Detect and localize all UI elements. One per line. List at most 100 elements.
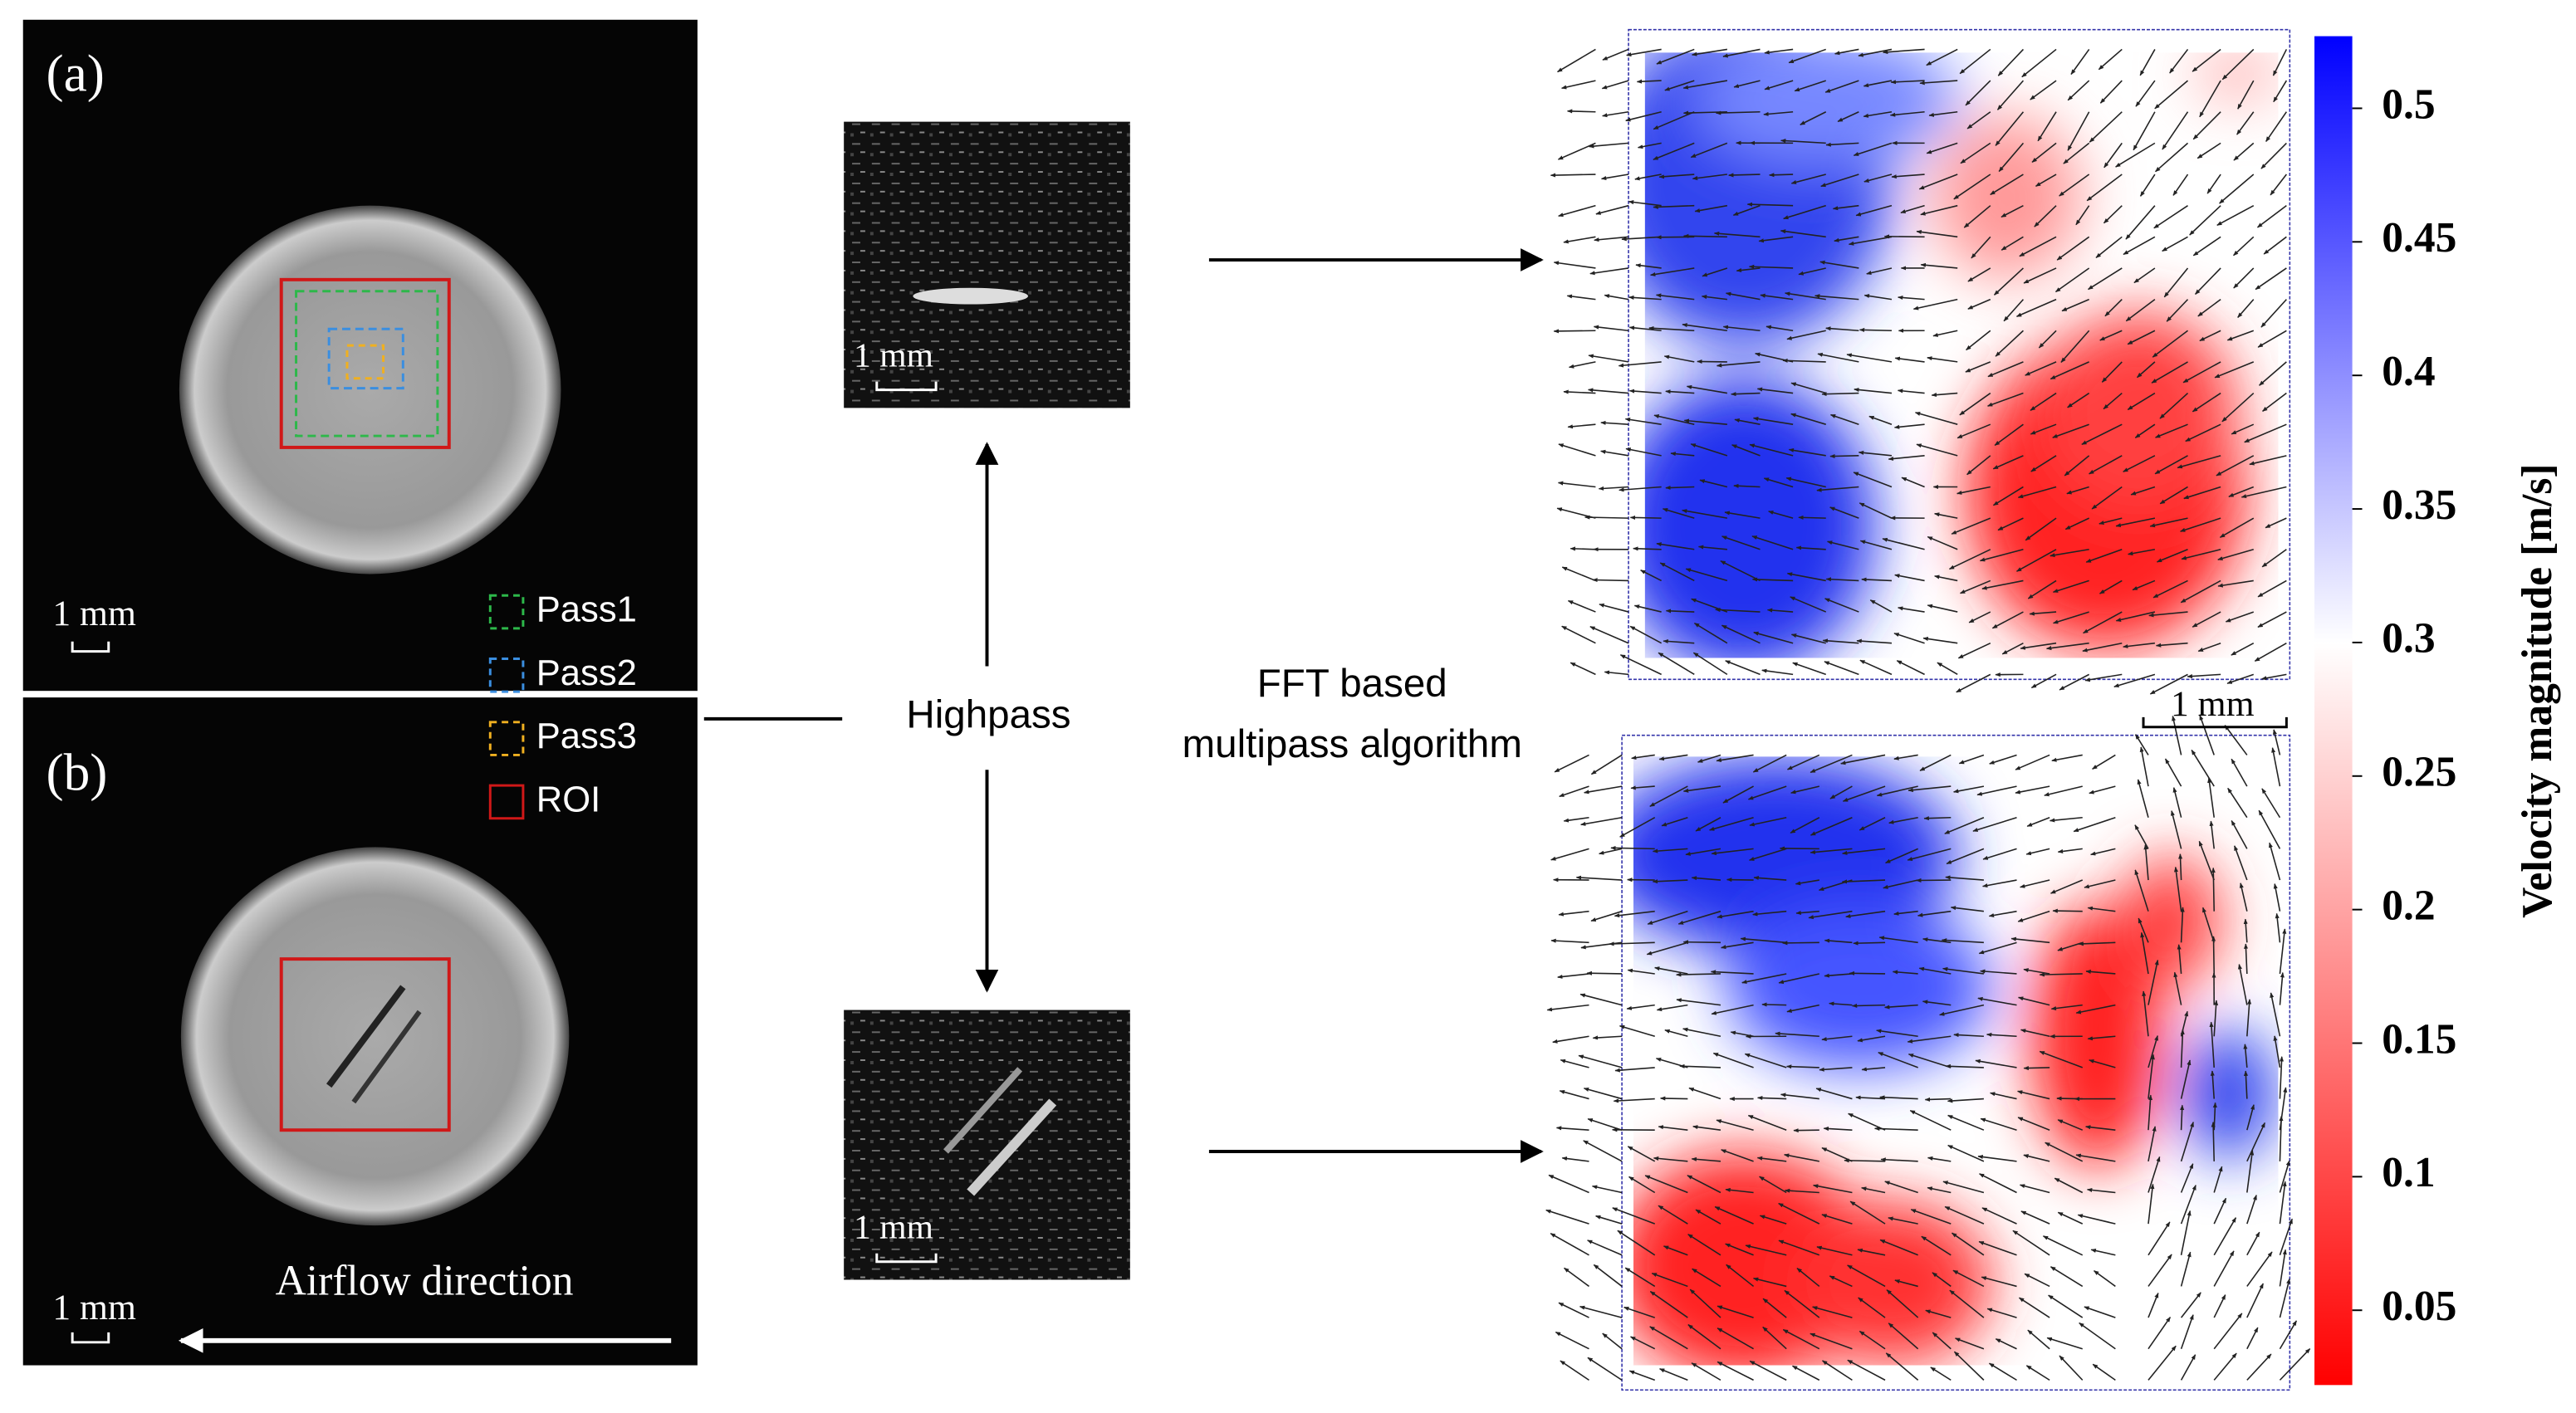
vector — [2199, 330, 2221, 342]
vector — [1885, 848, 1918, 864]
vector — [1920, 204, 1958, 216]
vector — [1847, 1264, 1886, 1288]
vector — [1890, 80, 1925, 85]
vector — [1956, 486, 1991, 495]
vector — [2056, 236, 2090, 261]
vector — [2038, 330, 2057, 349]
vector — [1966, 455, 1991, 476]
vector — [1931, 392, 1958, 398]
vector — [1842, 785, 1886, 802]
vector — [1812, 1306, 1853, 1318]
vector — [2279, 1218, 2293, 1256]
vector — [2155, 142, 2189, 173]
vector — [2243, 1070, 2249, 1099]
vector — [2177, 455, 2221, 469]
vector — [2134, 423, 2156, 438]
vector — [2064, 517, 2090, 530]
vector — [1972, 816, 2017, 832]
vector — [1941, 938, 1984, 944]
vector — [2244, 423, 2287, 443]
vector — [2018, 1297, 2050, 1318]
vector — [1545, 1209, 1589, 1225]
vector — [1761, 668, 1794, 676]
vector — [2156, 549, 2188, 563]
vector — [1851, 1003, 1886, 1009]
vector — [1821, 1214, 1853, 1225]
vector — [2085, 549, 2123, 563]
vector — [2019, 1184, 2050, 1194]
vector — [1624, 1267, 1656, 1288]
vector — [1798, 515, 1826, 520]
vector — [1952, 1269, 1985, 1288]
pass2-box — [327, 327, 404, 390]
vector — [1822, 1360, 1853, 1381]
vector — [1859, 502, 1893, 519]
vector — [1837, 111, 1859, 123]
vector — [2149, 673, 2188, 695]
vector — [2030, 455, 2057, 472]
vector — [2226, 673, 2255, 684]
vector — [1894, 356, 1925, 363]
vector — [1691, 48, 1728, 56]
vector — [1583, 1140, 1623, 1162]
vector — [1640, 570, 1663, 582]
vector — [2227, 787, 2248, 819]
vector — [1834, 236, 1859, 242]
vector — [2246, 1231, 2260, 1256]
vector — [2135, 80, 2156, 107]
vector — [2272, 729, 2281, 755]
vector — [1714, 1205, 1754, 1225]
colorbar-tick-label: 0.05 — [2382, 1283, 2456, 1330]
vector — [1988, 1362, 2017, 1381]
vector — [2254, 643, 2287, 662]
vector — [1778, 973, 1819, 985]
vector — [2077, 1214, 2116, 1225]
vector — [1550, 938, 1589, 944]
vector — [1600, 449, 1629, 457]
vector — [2012, 1230, 2050, 1256]
vector — [1559, 785, 1589, 798]
vector — [2030, 80, 2057, 100]
vector — [1819, 1067, 1853, 1072]
vector — [1817, 352, 1859, 363]
vector — [1958, 754, 1985, 765]
scale-label: 1 mm — [52, 1288, 136, 1327]
vector — [1575, 875, 1623, 881]
vector — [1561, 1156, 1589, 1162]
vector — [2057, 1211, 2084, 1225]
heatmap-blob — [1932, 115, 2081, 280]
vector — [1829, 413, 1859, 425]
vector — [2025, 1365, 2050, 1381]
disk — [180, 847, 570, 1226]
vector — [1922, 636, 1958, 644]
vector — [1979, 549, 2024, 562]
vector — [2021, 48, 2057, 78]
vector — [1716, 754, 1754, 763]
vector — [1687, 1234, 1721, 1256]
vector — [2099, 517, 2123, 526]
vector — [1857, 1248, 1886, 1256]
vector — [2237, 80, 2255, 110]
vector — [1792, 662, 1826, 676]
vector — [1977, 996, 2017, 1006]
vector — [1992, 455, 2024, 470]
vector — [1834, 48, 1859, 56]
vector — [1994, 423, 2024, 447]
vector — [2017, 1117, 2050, 1131]
vector — [2092, 754, 2116, 770]
vector — [2139, 746, 2149, 787]
vector — [1584, 785, 1623, 795]
vector — [2083, 611, 2123, 634]
vector — [1653, 204, 1695, 209]
vector — [1892, 970, 1918, 975]
vector — [1579, 1305, 1623, 1318]
vector — [2269, 842, 2281, 881]
vector — [1908, 1054, 1952, 1068]
vector — [2279, 1056, 2285, 1099]
vector — [1979, 1173, 2017, 1194]
vector — [2159, 486, 2188, 505]
vector — [1647, 910, 1688, 925]
vector — [1747, 1114, 1787, 1131]
vector — [2133, 267, 2156, 284]
vector — [1784, 1188, 1819, 1194]
